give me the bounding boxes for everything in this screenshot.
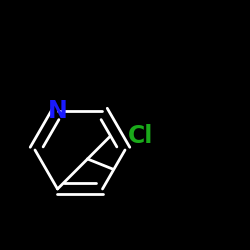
Text: Cl: Cl bbox=[128, 124, 153, 148]
Text: N: N bbox=[48, 99, 68, 123]
